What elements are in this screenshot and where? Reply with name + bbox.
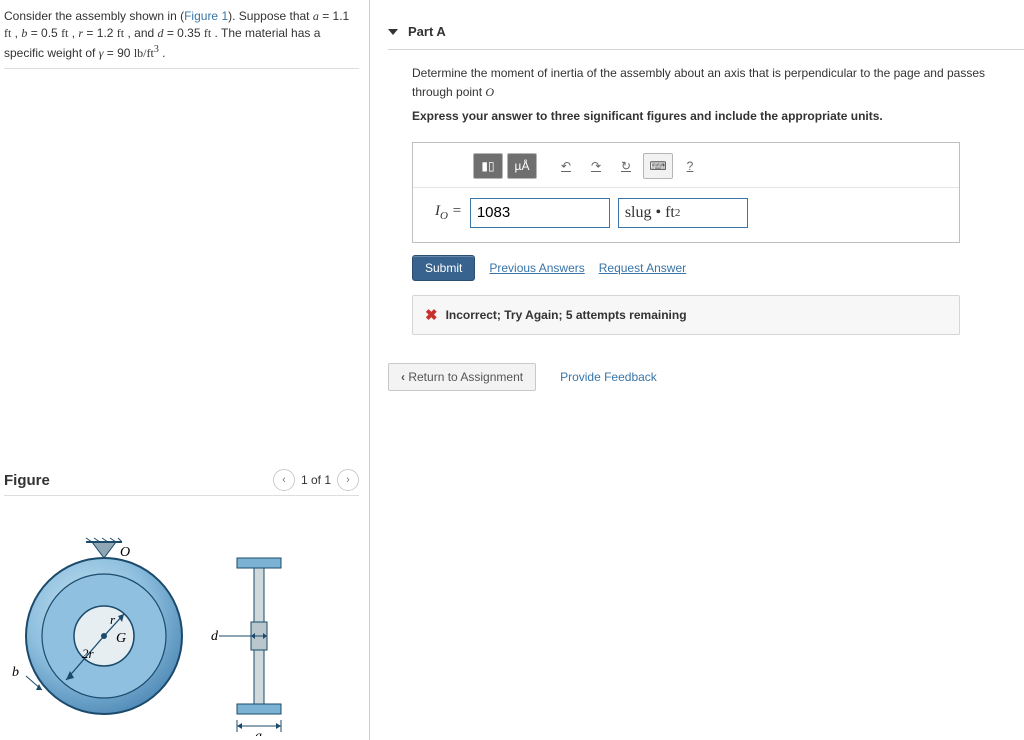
collapse-icon[interactable] — [388, 29, 398, 35]
templates-button[interactable]: ▮▯ — [473, 153, 503, 179]
figure-next-button[interactable]: › — [337, 469, 359, 491]
feedback-text: Incorrect; Try Again; 5 attempts remaini… — [446, 308, 687, 322]
figure-link[interactable]: Figure 1 — [184, 9, 228, 23]
figure-pager-text: 1 of 1 — [301, 473, 331, 487]
figure-image: O r G 2r b — [4, 506, 354, 736]
svg-text:2r: 2r — [82, 646, 95, 661]
answer-value-input[interactable] — [470, 198, 610, 228]
svg-text:b: b — [12, 665, 19, 680]
reset-button[interactable]: ↻ — [613, 153, 639, 179]
svg-text:O: O — [120, 545, 130, 560]
question-prompt: Determine the moment of inertia of the a… — [412, 64, 1024, 126]
incorrect-icon: ✖ — [425, 306, 438, 324]
help-button[interactable]: ? — [677, 153, 703, 179]
feedback-box: ✖ Incorrect; Try Again; 5 attempts remai… — [412, 295, 960, 335]
submit-button[interactable]: Submit — [412, 255, 475, 281]
previous-answers-link[interactable]: Previous Answers — [489, 261, 584, 275]
keyboard-button[interactable]: ⌨ — [643, 153, 673, 179]
answer-box: ▮▯ µÅ ↶ ↷ ↻ ⌨ ? IO = slug • ft2 — [412, 142, 960, 243]
symbols-button[interactable]: µÅ — [507, 153, 537, 179]
figure-title: Figure — [4, 472, 50, 489]
svg-text:d: d — [211, 629, 219, 644]
answer-label: IO = — [435, 203, 462, 222]
figure-prev-button[interactable]: ‹ — [273, 469, 295, 491]
redo-button[interactable]: ↷ — [583, 153, 609, 179]
problem-statement: Consider the assembly shown in (Figure 1… — [4, 8, 359, 69]
answer-unit-input[interactable]: slug • ft2 — [618, 198, 748, 228]
request-answer-link[interactable]: Request Answer — [599, 261, 686, 275]
provide-feedback-link[interactable]: Provide Feedback — [560, 370, 657, 384]
undo-button[interactable]: ↶ — [553, 153, 579, 179]
return-button[interactable]: Return to Assignment — [388, 363, 536, 391]
part-title: Part A — [408, 24, 446, 39]
svg-text:a: a — [255, 729, 262, 736]
svg-text:G: G — [116, 631, 126, 646]
